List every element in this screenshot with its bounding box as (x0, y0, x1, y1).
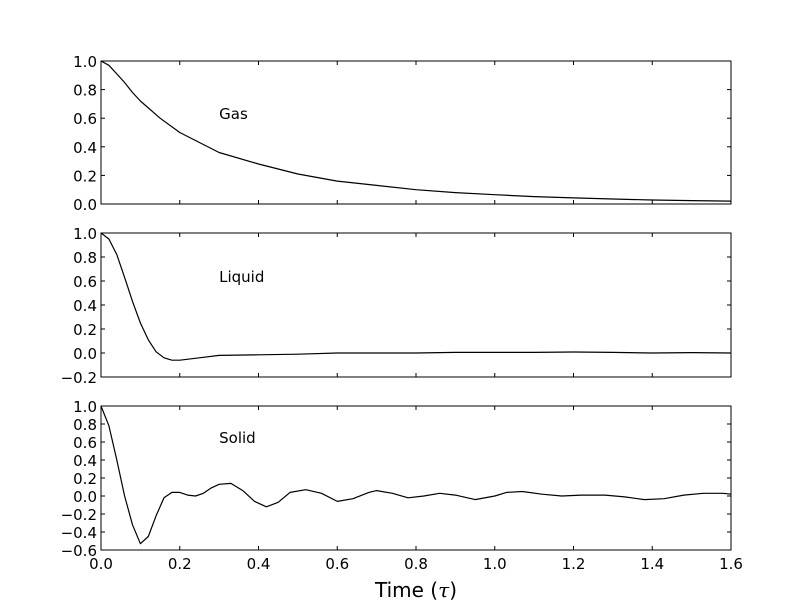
axes-frame (100, 60, 732, 205)
y-tick-label: 1.0 (73, 225, 97, 243)
panel-annotation: Gas (219, 105, 248, 123)
y-tick-label: 0.0 (73, 345, 97, 363)
x-tick-label: 0.8 (404, 555, 428, 573)
series-line (100, 60, 732, 202)
y-tick-label: 0.2 (73, 321, 97, 339)
y-tick-label: 1.0 (73, 53, 97, 71)
y-tick-label: 0.8 (73, 416, 97, 434)
y-tick-label: 0.6 (73, 434, 97, 452)
x-tick-label: 1.2 (562, 555, 586, 573)
x-axis-label-symbol: τ (438, 578, 450, 602)
y-tick-label: 0.4 (73, 297, 97, 315)
y-tick-label: 0.0 (73, 488, 97, 506)
y-tick-label: −0.2 (61, 369, 97, 387)
x-axis-label-text: Time ( (374, 578, 438, 602)
y-tick-label: −0.4 (61, 524, 97, 542)
axes-frame (100, 405, 732, 551)
x-tick-label: 1.6 (719, 555, 743, 573)
y-tick-label: −0.6 (61, 542, 97, 560)
y-tick-label: −0.2 (61, 506, 97, 524)
x-tick-label: 1.4 (640, 555, 664, 573)
y-tick-label: 0.2 (73, 470, 97, 488)
x-tick-label: 0.4 (247, 555, 271, 573)
y-tick-label: 0.4 (73, 452, 97, 470)
x-axis-label: Time (τ) (374, 578, 457, 602)
subplot-2: −0.2 0.0 0.2 0.4 0.6 0.8 1.0 Liquid (61, 225, 732, 387)
x-tick-label: 1.0 (483, 555, 507, 573)
series-line (100, 405, 732, 545)
x-tick-label: 0.6 (325, 555, 349, 573)
subplots-group: 0.00.20.40.60.81.0Gas−0.20.00.20.40.60.8… (61, 53, 743, 573)
y-tick-label: 0.6 (73, 110, 97, 128)
subplot-3: −0.6−0.4−0.20.00.20.40.60.81.00.0 0.2 0.4 0… (61, 398, 743, 573)
series-line (100, 232, 732, 361)
y-tick-label: 0.8 (73, 249, 97, 267)
axes-frame (100, 232, 732, 378)
y-tick-label: 0.0 (73, 196, 97, 214)
panel-annotation: Solid (219, 429, 256, 447)
panel-annotation: Liquid (219, 268, 264, 286)
x-axis-label-close: ) (449, 578, 457, 602)
x-tick-label: 0.2 (168, 555, 192, 573)
y-tick-label: 0.6 (73, 273, 97, 291)
subplot-1: 0.0 0.2 0.4 0.6 0.8 1.0 Gas (73, 53, 732, 214)
y-tick-label: 1.0 (73, 398, 97, 416)
y-tick-label: 0.4 (73, 139, 97, 157)
x-tick-label: 0.0 (89, 555, 113, 573)
y-tick-label: 0.8 (73, 82, 97, 100)
y-tick-label: 0.2 (73, 167, 97, 185)
